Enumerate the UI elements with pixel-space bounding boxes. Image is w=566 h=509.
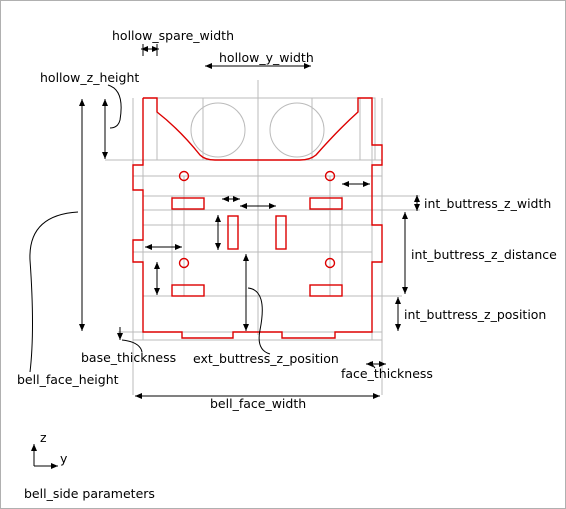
hole-top-left: [178, 170, 190, 182]
diagram-caption: bell_side parameters: [24, 486, 155, 501]
axis-z-label: z: [40, 430, 47, 445]
bell-profile: [132, 97, 383, 339]
label-ext-buttress-z-position: ext_buttress_z_position: [193, 351, 339, 366]
label-base-thickness: base_thickness: [81, 350, 176, 365]
buttress-rect-top-right: [309, 197, 343, 210]
label-face-thickness: face_thickness: [341, 366, 433, 381]
axis-y-label: y: [60, 451, 68, 466]
hole-bottom-left: [178, 257, 190, 269]
label-int-buttress-z-distance: int_buttress_z_distance: [411, 247, 557, 262]
buttress-rect-mid-left: [227, 215, 239, 250]
buttress-rect-bottom-right: [309, 284, 343, 297]
buttress-rect-mid-right: [275, 215, 287, 250]
buttress-rect-bottom-left: [171, 284, 205, 297]
buttress-rect-top-left: [171, 197, 205, 210]
dimension-arrows: [29, 44, 420, 469]
hole-top-right: [324, 170, 336, 182]
label-hollow-spare-width: hollow_spare_width: [112, 28, 234, 43]
label-int-buttress-z-position: int_buttress_z_position: [404, 307, 546, 322]
guide-lines: [105, 80, 420, 395]
label-int-buttress-z-width: int_buttress_z_width: [424, 196, 551, 211]
label-hollow-y-width: hollow_y_width: [219, 50, 314, 65]
hole-bottom-right: [324, 257, 336, 269]
labels: hollow_spare_width hollow_y_width hollow…: [17, 28, 557, 501]
label-bell-face-height: bell_face_height: [17, 372, 119, 387]
label-bell-face-width: bell_face_width: [210, 396, 306, 411]
label-hollow-z-height: hollow_z_height: [40, 70, 139, 85]
